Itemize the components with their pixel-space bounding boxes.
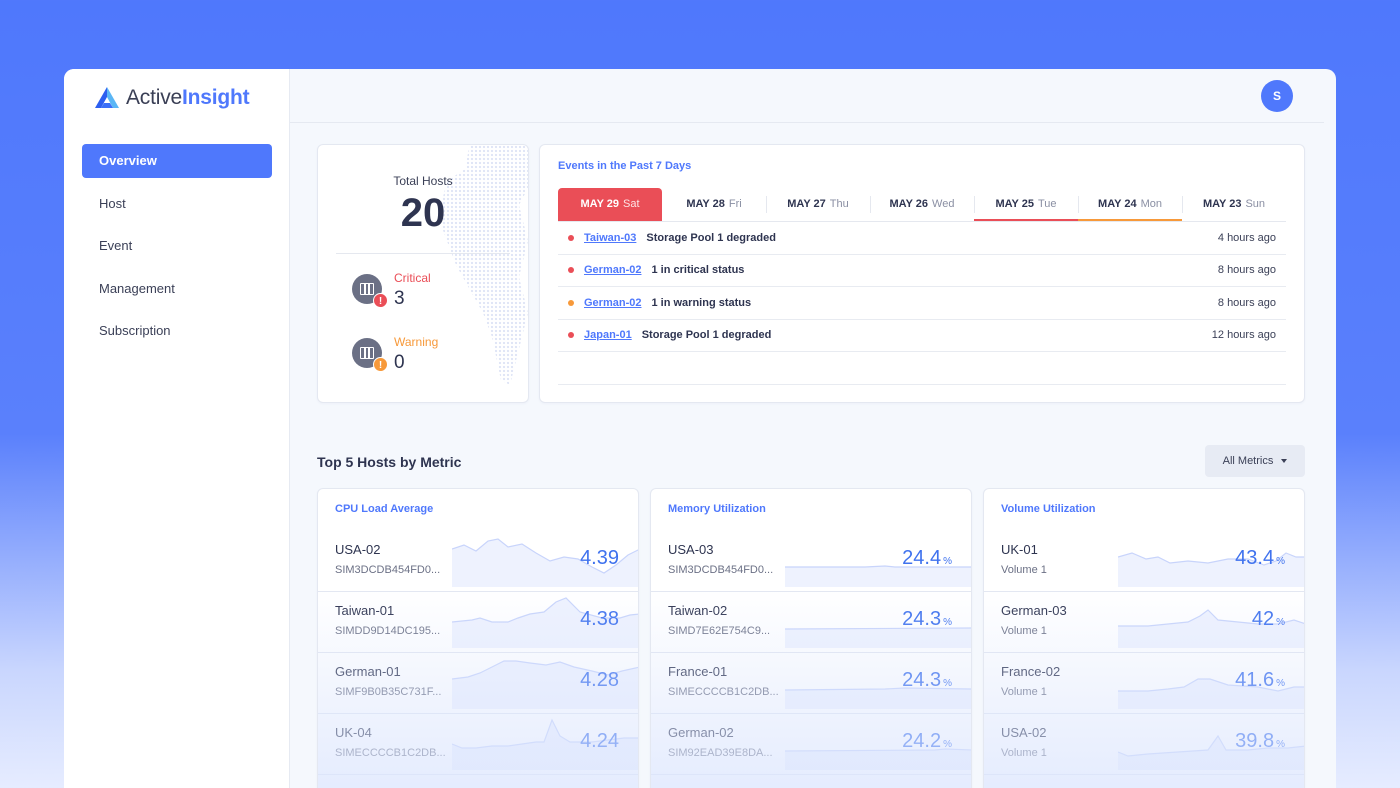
brand-name-part1: Active bbox=[126, 86, 182, 109]
metric-value: 42% bbox=[1251, 608, 1285, 630]
tab-may-25[interactable]: MAY 25 Tue bbox=[974, 188, 1078, 221]
critical-status[interactable]: ! Critical 3 bbox=[352, 271, 431, 310]
metric-value: 39.8% bbox=[1235, 730, 1285, 752]
metric-value: 24.2% bbox=[902, 730, 952, 752]
metric-row[interactable]: German-01 SIMF9B0B35C731F... 4.28 bbox=[318, 653, 638, 714]
event-message: 1 in warning status bbox=[651, 296, 752, 309]
metric-row[interactable]: UK-04 SIMECCCCB1C2DB... 4.24 bbox=[318, 714, 638, 775]
metrics-filter-dropdown[interactable]: All Metrics bbox=[1205, 445, 1305, 477]
metric-value: 4.28 bbox=[580, 669, 619, 691]
sidebar-item-subscription[interactable]: Subscription bbox=[99, 323, 171, 338]
exclamation-icon: ! bbox=[373, 357, 388, 372]
brand-name: ActiveInsight bbox=[126, 86, 250, 110]
tab-may-26[interactable]: MAY 26 Wed bbox=[870, 188, 974, 221]
sidebar-item-event[interactable]: Event bbox=[99, 238, 133, 253]
warning-status[interactable]: ! Warning 0 bbox=[352, 335, 438, 374]
event-time: 12 hours ago bbox=[1211, 329, 1276, 342]
section-title: Top 5 Hosts by Metric bbox=[317, 454, 462, 470]
event-time: 8 hours ago bbox=[1217, 296, 1276, 309]
metric-value: 4.24 bbox=[580, 730, 619, 752]
metric-value: 43.4% bbox=[1235, 547, 1285, 569]
warning-label: Warning bbox=[394, 335, 439, 349]
main-content: S Total Hosts 20 ! Critical 3 bbox=[290, 69, 1336, 788]
sparkline bbox=[1118, 552, 1304, 587]
server-alert-icon: ! bbox=[352, 274, 388, 308]
sparkline bbox=[452, 538, 638, 587]
warning-value: 0 bbox=[394, 352, 405, 373]
metric-card-cpu: CPU Load Average USA-02 SIM3DCDB454FD0..… bbox=[317, 488, 639, 788]
metric-row[interactable]: USA-02 SIM3DCDB454FD0... 4.39 bbox=[318, 531, 638, 592]
events-card: Events in the Past 7 Days MAY 29 Sat MAY … bbox=[539, 144, 1305, 403]
host-link[interactable]: German-02 bbox=[584, 296, 642, 309]
day-tabs: MAY 29 Sat MAY 28 Fri MAY 27 Thu MAY 26 Wed … bbox=[558, 188, 1286, 222]
host-link[interactable]: Taiwan-03 bbox=[584, 231, 637, 244]
metric-title: CPU Load Average bbox=[335, 503, 434, 515]
event-row-empty bbox=[558, 352, 1286, 385]
total-hosts-value: 20 bbox=[400, 191, 446, 235]
critical-value: 3 bbox=[394, 288, 405, 309]
caret-down-icon bbox=[1281, 459, 1288, 463]
total-hosts-label: Total Hosts bbox=[393, 174, 453, 188]
critical-label: Critical bbox=[394, 271, 431, 285]
event-row: German-02 1 in warning status 8 hours ag… bbox=[558, 287, 1286, 320]
top-bar: S bbox=[290, 69, 1324, 123]
metric-row[interactable]: Taiwan-02 SIMD7E62E754C9... 24.3% bbox=[651, 592, 971, 653]
tab-may-24[interactable]: MAY 24 Mon bbox=[1078, 188, 1182, 221]
critical-dot-icon bbox=[568, 234, 574, 241]
user-avatar[interactable]: S bbox=[1261, 80, 1293, 112]
metric-row[interactable]: German-03 Volume 1 42% bbox=[984, 592, 1304, 653]
critical-dot-icon bbox=[568, 332, 574, 339]
metric-value: 24.4% bbox=[902, 547, 952, 569]
metric-row[interactable]: France-01 SIMECCCCB1C2DB... 24.3% bbox=[651, 653, 971, 714]
metric-row[interactable]: German-02 SIM92EAD39E8DA... 24.2% bbox=[651, 714, 971, 775]
metric-card-memory: Memory Utilization USA-03 SIM3DCDB454FD0… bbox=[650, 488, 972, 788]
sidebar-item-overview[interactable]: Overview bbox=[82, 144, 272, 178]
logo[interactable]: ActiveInsight bbox=[94, 86, 250, 110]
host-link[interactable]: German-02 bbox=[584, 264, 642, 277]
metric-value: 4.38 bbox=[580, 608, 619, 630]
event-list: Taiwan-03 Storage Pool 1 degraded 4 hour… bbox=[558, 222, 1286, 385]
event-row: Taiwan-03 Storage Pool 1 degraded 4 hour… bbox=[558, 222, 1286, 255]
hosts-summary-card: Total Hosts 20 ! Critical 3 ! W bbox=[317, 144, 529, 403]
sidebar-item-host[interactable]: Host bbox=[99, 195, 126, 211]
exclamation-icon: ! bbox=[373, 293, 388, 308]
sidebar-item-management[interactable]: Management bbox=[99, 280, 175, 296]
metric-value: 24.3% bbox=[902, 608, 952, 630]
metric-title: Memory Utilization bbox=[668, 503, 766, 515]
event-row: German-02 1 in critical status 8 hours a… bbox=[558, 255, 1286, 287]
event-time: 4 hours ago bbox=[1217, 231, 1276, 244]
event-message: 1 in critical status bbox=[651, 264, 745, 277]
event-time: 8 hours ago bbox=[1217, 264, 1276, 277]
event-row: Japan-01 Storage Pool 1 degraded 12 hour… bbox=[558, 320, 1286, 352]
events-title: Events in the Past 7 Days bbox=[558, 160, 692, 172]
warning-dot-icon bbox=[568, 299, 574, 306]
app-window: ActiveInsight Overview Host Event Manage… bbox=[64, 69, 1336, 788]
event-message: Storage Pool 1 degraded bbox=[641, 329, 772, 342]
server-warning-icon: ! bbox=[352, 338, 388, 372]
metric-card-volume: Volume Utilization UK-01 Volume 1 43.4% … bbox=[983, 488, 1305, 788]
tab-may-28[interactable]: MAY 28 Fri bbox=[686, 198, 742, 210]
critical-dot-icon bbox=[568, 267, 574, 274]
divider bbox=[336, 253, 510, 254]
sidebar-nav: Overview Host Event Management Subscript… bbox=[82, 144, 272, 357]
metric-row[interactable]: UK-01 Volume 1 43.4% bbox=[984, 531, 1304, 592]
metric-value: 24.3% bbox=[902, 669, 952, 691]
event-message: Storage Pool 1 degraded bbox=[646, 231, 776, 244]
metric-value: 4.39 bbox=[580, 547, 619, 569]
logo-icon bbox=[95, 87, 119, 108]
host-link[interactable]: Japan-01 bbox=[584, 329, 632, 342]
brand-name-part2: Insight bbox=[182, 86, 250, 109]
metric-value: 41.6% bbox=[1235, 669, 1285, 691]
metric-row[interactable]: USA-03 SIM3DCDB454FD0... 24.4% bbox=[651, 531, 971, 592]
sidebar: ActiveInsight Overview Host Event Manage… bbox=[64, 69, 290, 788]
metric-row[interactable]: Taiwan-01 SIMDD9D14DC195... 4.38 bbox=[318, 592, 638, 653]
sparkline bbox=[785, 565, 971, 587]
metric-row[interactable]: USA-02 Volume 1 39.8% bbox=[984, 714, 1304, 775]
metric-row[interactable]: France-02 Volume 1 41.6% bbox=[984, 653, 1304, 714]
tab-may-27[interactable]: MAY 27 Thu bbox=[766, 188, 870, 221]
tab-may-23[interactable]: MAY 23 Sun bbox=[1182, 188, 1286, 221]
metric-title: Volume Utilization bbox=[1001, 503, 1096, 515]
tab-may-29[interactable]: MAY 29 Sat bbox=[558, 188, 662, 221]
metrics-filter-label: All Metrics bbox=[1222, 455, 1274, 467]
